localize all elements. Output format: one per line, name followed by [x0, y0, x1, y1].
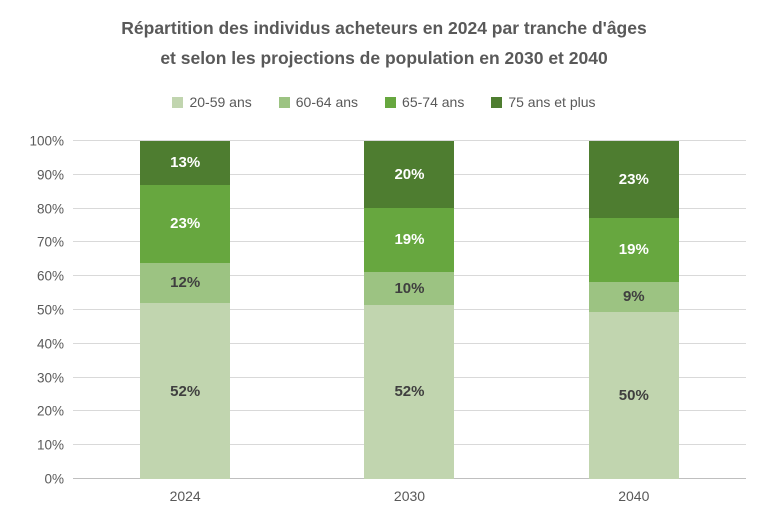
y-tick-label: 60% — [36, 268, 64, 284]
chart-title: Répartition des individus acheteurs en 2… — [0, 13, 768, 73]
chart-title-line2: et selon les projections de population e… — [160, 48, 608, 68]
bar-segment: 20% — [364, 141, 455, 208]
x-axis-category-label: 2024 — [169, 488, 201, 504]
y-tick-label: 90% — [36, 167, 64, 183]
bar-segment: 19% — [364, 207, 455, 272]
data-label: 9% — [622, 288, 645, 306]
y-tick-label: 70% — [36, 234, 64, 250]
bar-segment: 12% — [140, 262, 231, 304]
category-slot-2040: 23% 19% 9% 50% 2040 — [522, 141, 746, 504]
data-label: 23% — [618, 170, 649, 188]
y-tick-label: 10% — [36, 437, 64, 453]
stacked-bar-2024: 13% 23% 12% 52% — [140, 141, 231, 479]
legend-swatch-icon — [385, 96, 397, 108]
bar-segment: 50% — [588, 311, 679, 479]
legend-swatch-icon — [491, 96, 503, 108]
gridline — [73, 140, 746, 141]
legend-label: 60-64 ans — [295, 94, 359, 110]
y-tick-label: 20% — [36, 403, 64, 419]
data-label: 20% — [394, 165, 425, 183]
bar-segment: 13% — [140, 141, 231, 185]
legend-label: 20-59 ans — [189, 94, 252, 110]
bar-segment: 9% — [588, 281, 679, 312]
stacked-bar-2030: 20% 19% 10% 52% — [364, 141, 455, 479]
bar-segment: 19% — [588, 217, 679, 282]
chart-legend: 20-59 ans 60-64 ans 65-74 ans 75 ans et plu… — [0, 94, 768, 110]
data-label: 19% — [618, 241, 649, 259]
data-label: 13% — [170, 154, 201, 172]
bar-series-container: 13% 23% 12% 52% 2024 20% 19% 10% 52% 2030 23% 19% 9%… — [73, 141, 746, 504]
data-label: 23% — [170, 215, 201, 233]
y-tick-label: 30% — [36, 370, 64, 386]
legend-label: 65-74 ans — [402, 94, 465, 110]
bar-segment: 52% — [140, 303, 231, 479]
y-tick-label: 50% — [36, 302, 64, 318]
x-axis-category-label: 2040 — [618, 488, 650, 504]
y-tick-label: 80% — [36, 201, 64, 217]
y-tick-label: 100% — [29, 133, 64, 149]
y-tick-label: 0% — [44, 471, 64, 487]
data-label: 12% — [170, 274, 201, 292]
data-label: 52% — [170, 382, 201, 400]
legend-item-1: 60-64 ans — [278, 94, 359, 110]
bar-segment: 23% — [140, 184, 231, 263]
bar-segment: 23% — [588, 141, 679, 218]
legend-item-3: 75 ans et plus — [491, 94, 596, 110]
stacked-bar-2040: 23% 19% 9% 50% — [588, 141, 679, 479]
plot-area: 0% 10% 20% 30% 40% 50% 60% 70% 80% 90% 100% 13% 23%… — [29, 134, 746, 504]
legend-item-0: 20-59 ans — [172, 94, 252, 110]
bar-segment: 52% — [364, 304, 455, 479]
legend-swatch-icon — [172, 96, 184, 108]
legend-swatch-icon — [278, 96, 290, 108]
data-label: 50% — [618, 386, 649, 404]
data-label: 10% — [394, 279, 425, 297]
x-axis-category-label: 2030 — [393, 488, 426, 504]
category-slot-2024: 13% 23% 12% 52% 2024 — [73, 141, 297, 504]
legend-item-2: 65-74 ans — [385, 94, 464, 110]
y-tick-label: 40% — [36, 336, 64, 352]
bar-segment: 10% — [364, 271, 455, 305]
data-label: 19% — [394, 231, 425, 249]
category-slot-2030: 20% 19% 10% 52% 2030 — [297, 141, 521, 504]
legend-label: 75 ans et plus — [508, 94, 596, 110]
chart-title-line1: Répartition des individus acheteurs en 2… — [121, 18, 647, 38]
data-label: 52% — [394, 383, 425, 401]
